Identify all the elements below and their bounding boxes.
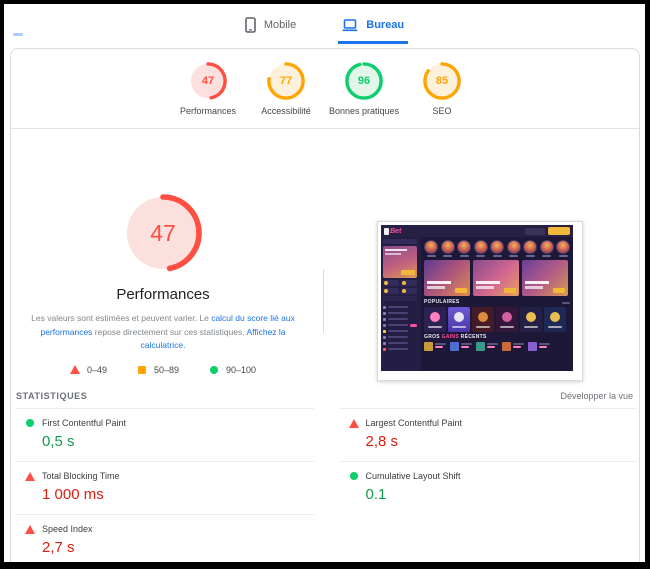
performance-gauge-column: 47 Performances Les valeurs sont estimée… xyxy=(11,129,315,375)
score-value: 96 xyxy=(357,75,371,87)
score-gauge-performances[interactable]: 47 Performances xyxy=(169,62,247,128)
score-gauge-accessibilite[interactable]: 77 Accessibilité xyxy=(247,62,325,128)
tab-mobile-label: Mobile xyxy=(263,19,297,31)
screenshot-content: Bet xyxy=(381,225,573,371)
gauge-ring: 85 xyxy=(423,62,461,100)
legend-range-label: 90–100 xyxy=(226,364,257,375)
performance-gauge: 47 xyxy=(123,193,203,273)
description-text: repose directement sur ces statistiques. xyxy=(92,326,247,337)
metric-status-icon xyxy=(349,471,359,481)
statistics-heading: STATISTIQUES xyxy=(16,391,88,401)
metric-value: 0.1 xyxy=(365,486,387,503)
fail-triangle-icon xyxy=(69,365,80,375)
metric-label: Cumulative Layout Shift xyxy=(365,471,461,481)
metric-first-contentful-paint: First Contentful Paint 0,5 s xyxy=(15,408,314,461)
thumb-banner-cards xyxy=(424,260,570,296)
score-calc-link[interactable]: calcul du score lié aux performances xyxy=(40,313,295,337)
score-summary: 47 Performances 77 Accessibilité 96 Bon xyxy=(11,49,639,129)
tab-desktop[interactable]: Bureau xyxy=(338,11,409,44)
description-text: Les valeurs sont estimées et peuvent var… xyxy=(31,313,212,323)
lighthouse-report-card: 47 Performances 77 Accessibilité 96 Bon xyxy=(10,48,640,562)
legend-range-label: 0–49 xyxy=(86,364,107,375)
metric-label: Total Blocking Time xyxy=(42,471,120,481)
metric-value: 2,7 s xyxy=(42,539,75,556)
performance-description: Les valeurs sont estimées et peuvent var… xyxy=(26,312,300,353)
thumb-search-bar xyxy=(383,239,417,244)
metrics-left-column: First Contentful Paint 0,5 s Total Block… xyxy=(15,408,314,562)
expand-view-link[interactable]: Développer la vue xyxy=(560,391,633,401)
metric-status-icon xyxy=(25,418,35,428)
metric-speed-index: Speed Index 2,7 s xyxy=(15,514,314,562)
legend-range-label: 50–89 xyxy=(153,364,179,375)
thumb-populaires-title: POPULAIRES xyxy=(424,299,460,305)
thumb-category-avatars xyxy=(424,240,570,257)
metric-cumulative-layout-shift: Cumulative Layout Shift 0.1 xyxy=(338,461,637,514)
thumb-main: POPULAIRES GROS GAINS RÉCENTS xyxy=(421,237,573,371)
score-label: Bonnes pratiques xyxy=(328,106,400,116)
thumb-game-tiles xyxy=(424,307,570,332)
score-legend: 0–49 50–89 90–100 xyxy=(11,365,315,375)
legend-range-pass: 90–100 xyxy=(209,365,256,375)
thumb-top-buttons xyxy=(525,227,570,235)
scroll-artifact xyxy=(13,33,23,36)
statistics-header: STATISTIQUES Développer la vue xyxy=(11,385,639,401)
metric-status-icon xyxy=(348,418,359,428)
gauge-ring: 96 xyxy=(345,62,383,100)
metric-status-icon xyxy=(25,471,35,481)
tab-desktop-label: Bureau xyxy=(366,19,405,31)
device-tabs: Mobile Bureau xyxy=(4,4,645,44)
metrics-grid: First Contentful Paint 0,5 s Total Block… xyxy=(11,408,639,562)
gauge-ring: 77 xyxy=(267,62,305,100)
legend-range-fail: 0–49 xyxy=(69,364,107,375)
legend-range-average: 50–89 xyxy=(137,365,179,375)
metric-value: 0,5 s xyxy=(42,433,75,450)
metric-largest-contentful-paint: Largest Contentful Paint 2,8 s xyxy=(338,408,637,461)
desktop-icon xyxy=(342,18,358,31)
thumb-recent-wins-title: GROS GAINS RÉCENTS xyxy=(424,334,487,340)
thumb-segment-toggle xyxy=(383,296,417,301)
performance-score-value: 47 xyxy=(150,219,176,246)
thumb-more-link xyxy=(562,301,570,304)
page-screenshot-thumbnail[interactable]: Bet xyxy=(377,221,583,381)
gauge-ring: 47 xyxy=(189,62,227,100)
average-square-icon xyxy=(137,365,147,375)
performance-section: 47 Performances Les valeurs sont estimée… xyxy=(11,129,639,385)
thumb-topbar: Bet xyxy=(381,225,573,237)
metric-value: 1 000 ms xyxy=(42,486,104,503)
pass-circle-icon xyxy=(209,365,219,375)
metric-label: First Contentful Paint xyxy=(42,418,127,428)
report-page: Mobile Bureau 47 Performances xyxy=(4,4,645,562)
metric-label: Speed Index xyxy=(42,524,93,534)
score-label: Performances xyxy=(179,106,237,116)
score-gauge-bonnes-pratiques[interactable]: 96 Bonnes pratiques xyxy=(325,62,403,128)
mobile-icon xyxy=(245,17,256,33)
metric-status-icon xyxy=(25,524,35,534)
score-label: Accessibilité xyxy=(261,106,311,116)
column-divider xyxy=(323,269,324,333)
score-value: 77 xyxy=(279,75,293,87)
performance-title: Performances xyxy=(116,286,210,303)
calculator-link[interactable]: Affichez la calculatrice. xyxy=(140,326,286,351)
thumb-sidebar xyxy=(381,237,421,371)
score-value: 85 xyxy=(435,75,449,87)
thumb-menu xyxy=(383,304,419,352)
thumb-recent-wins-row xyxy=(424,342,570,351)
metrics-right-column: Largest Contentful Paint 2,8 s Cumulativ… xyxy=(338,408,637,562)
score-gauge-seo[interactable]: 85 SEO xyxy=(403,62,481,128)
thumb-promo-card xyxy=(383,246,417,278)
score-label: SEO xyxy=(432,106,452,116)
metric-value: 2,8 s xyxy=(365,433,399,450)
score-value: 47 xyxy=(201,75,215,87)
tab-mobile[interactable]: Mobile xyxy=(241,11,300,44)
metric-total-blocking-time: Total Blocking Time 1 000 ms xyxy=(15,461,314,514)
thumb-populaires-row: POPULAIRES xyxy=(424,300,570,305)
thumb-site-logo: Bet xyxy=(384,227,401,235)
metric-label: Largest Contentful Paint xyxy=(365,418,463,428)
